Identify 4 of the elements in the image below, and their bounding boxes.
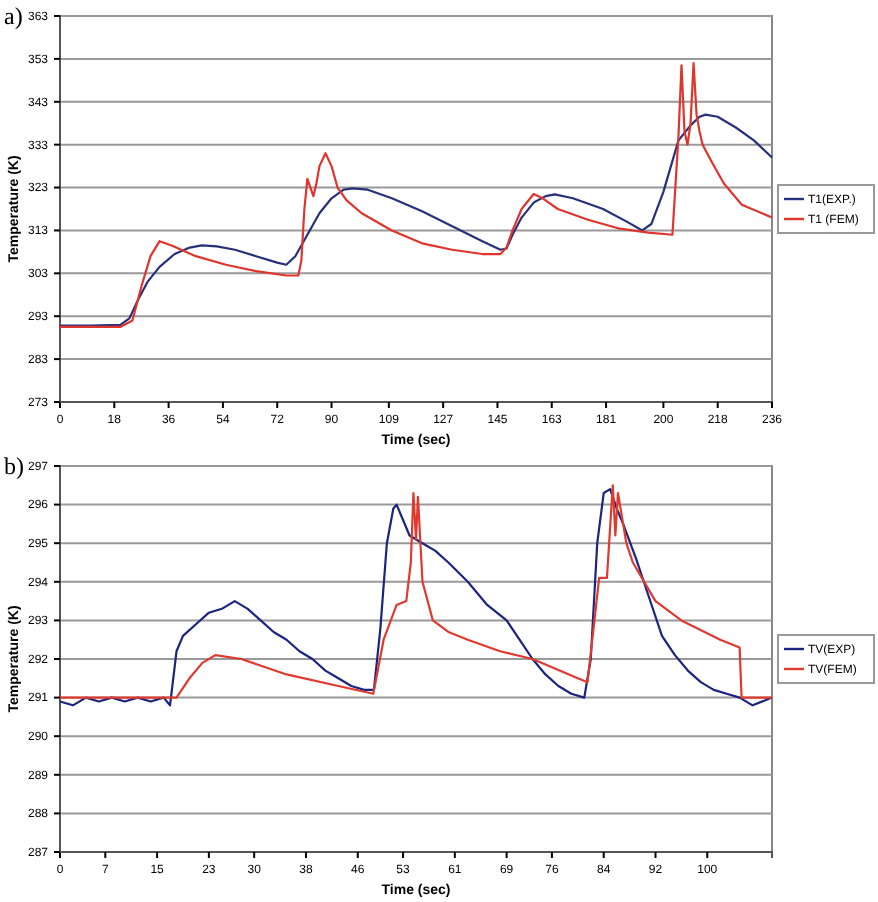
line-series (58, 113, 774, 327)
text: b) (4, 452, 24, 480)
text: a) (4, 2, 23, 30)
line-series (58, 62, 774, 329)
